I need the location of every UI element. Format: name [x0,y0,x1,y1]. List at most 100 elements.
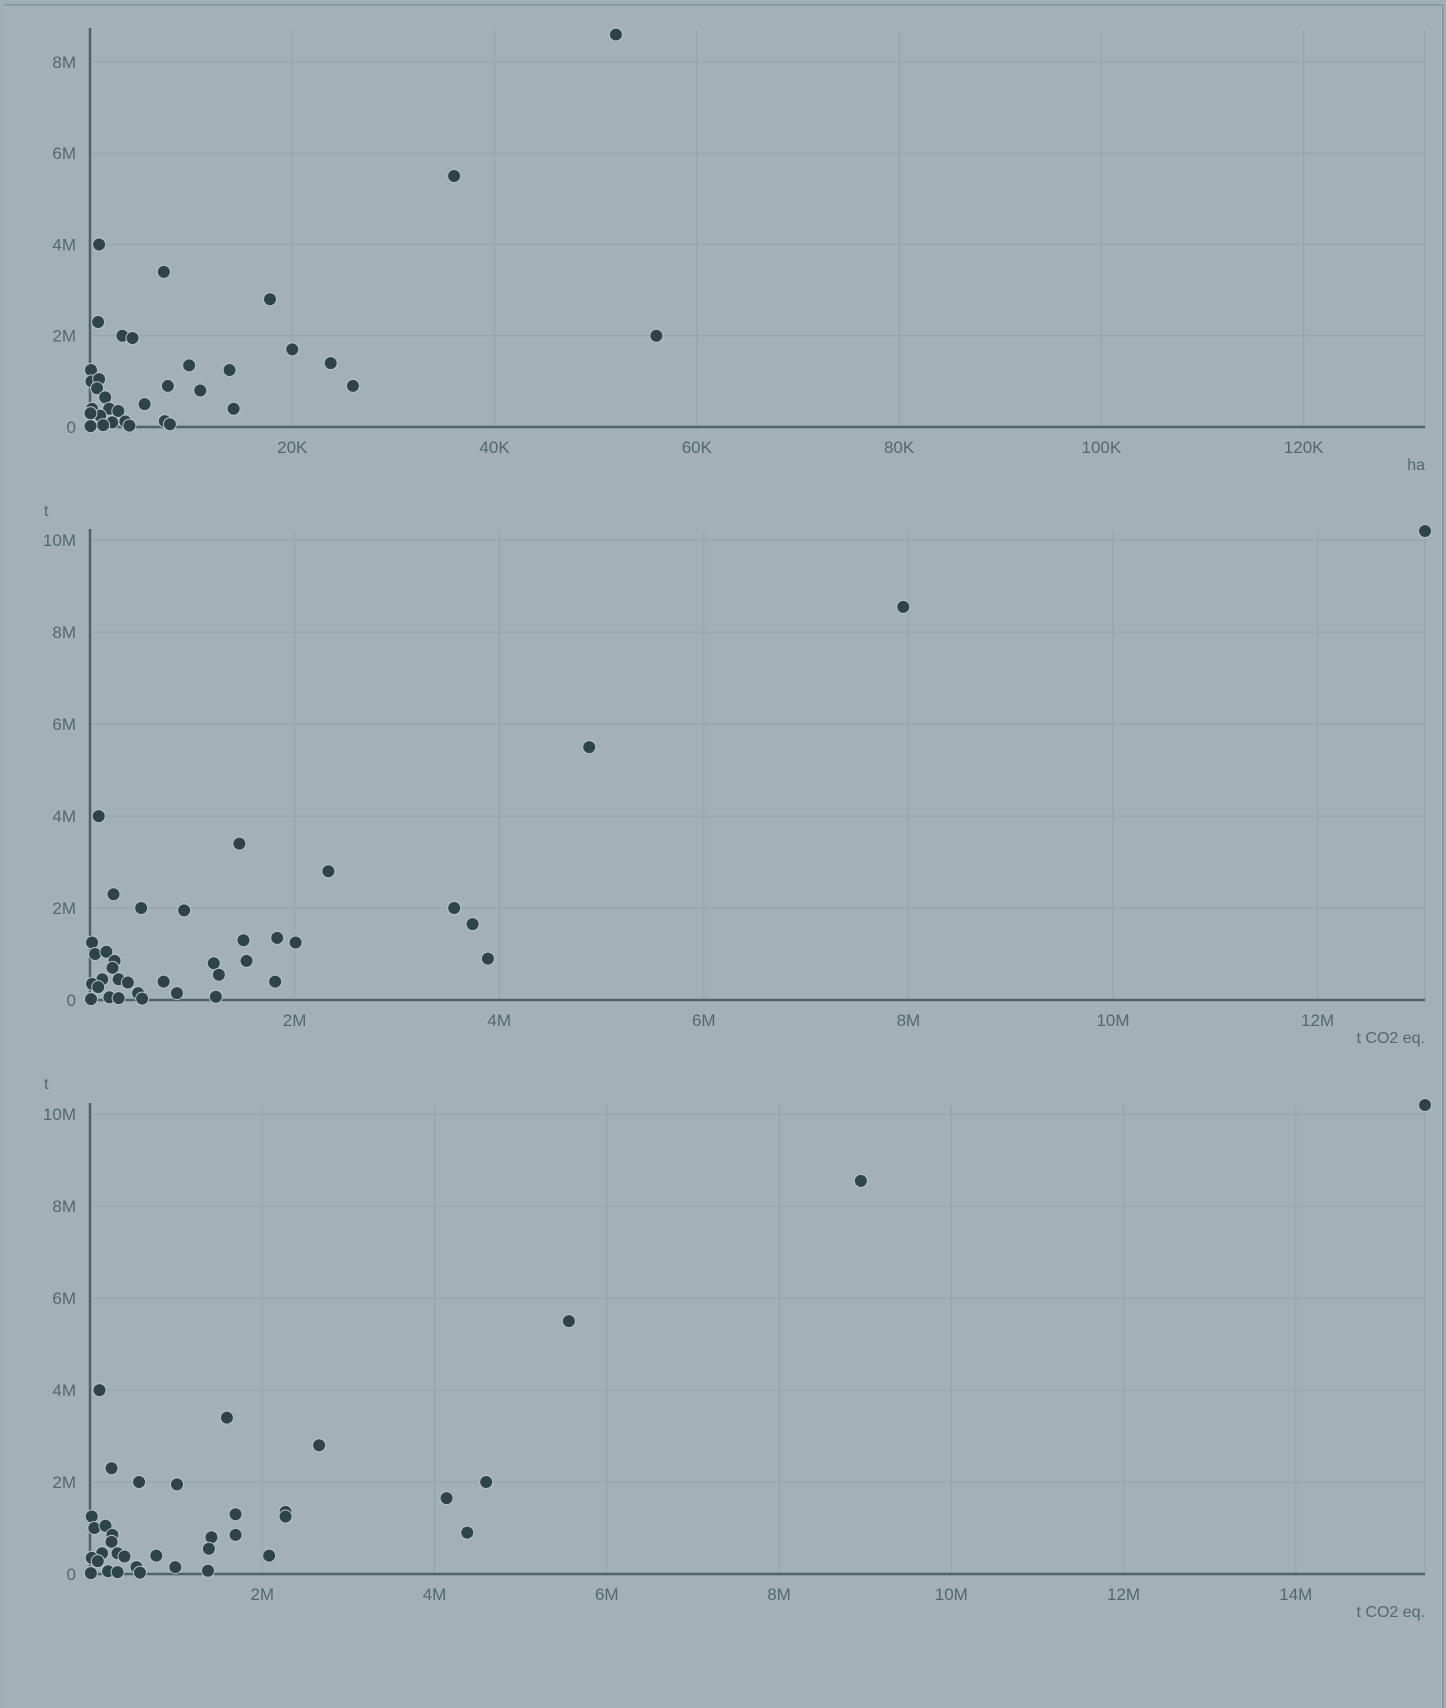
data-point[interactable] [263,1549,276,1562]
data-point[interactable] [88,1522,101,1535]
data-point[interactable] [84,420,97,433]
data-point[interactable] [84,1567,97,1580]
data-point[interactable] [163,418,176,431]
data-point[interactable] [93,238,106,251]
x-axis-unit-label: t CO2 eq. [1357,1030,1425,1047]
data-point[interactable] [897,600,910,613]
data-point[interactable] [324,357,337,370]
y-tick-label: 6M [52,144,76,163]
data-point[interactable] [466,918,479,931]
data-point[interactable] [205,1531,218,1544]
data-point[interactable] [105,1535,118,1548]
data-point[interactable] [854,1174,867,1187]
x-axis-unit-label: ha [1407,457,1425,474]
data-point[interactable] [91,1555,104,1568]
data-point[interactable] [135,902,148,915]
data-point[interactable] [118,1550,131,1563]
data-point[interactable] [170,1478,183,1491]
x-tick-label: 100K [1082,438,1122,457]
data-point[interactable] [448,902,461,915]
data-point[interactable] [107,888,120,901]
data-point[interactable] [97,419,110,432]
y-tick-label: 4M [52,807,76,826]
data-point[interactable] [89,948,102,961]
data-point[interactable] [85,1510,98,1523]
data-point[interactable] [223,363,236,376]
x-tick-label: 120K [1284,438,1324,457]
data-point[interactable] [157,975,170,988]
data-point[interactable] [201,1564,214,1577]
data-point[interactable] [289,936,302,949]
x-tick-label: 10M [1096,1011,1129,1030]
data-point[interactable] [609,28,622,41]
data-point[interactable] [86,936,99,949]
data-point[interactable] [212,968,225,981]
data-point[interactable] [92,981,105,994]
x-tick-label: 12M [1301,1011,1334,1030]
data-point[interactable] [93,1384,106,1397]
y-tick-label: 6M [52,1289,76,1308]
data-point[interactable] [111,1566,124,1579]
data-point[interactable] [105,1462,118,1475]
data-point[interactable] [269,975,282,988]
data-point[interactable] [650,329,663,342]
data-point[interactable] [313,1439,326,1452]
data-point[interactable] [161,379,174,392]
data-point[interactable] [583,741,596,754]
data-point[interactable] [150,1549,163,1562]
data-point[interactable] [138,398,151,411]
data-point[interactable] [227,402,240,415]
data-point[interactable] [170,987,183,1000]
data-point[interactable] [92,810,105,823]
data-point[interactable] [126,332,139,345]
data-point[interactable] [481,952,494,965]
data-point[interactable] [461,1526,474,1539]
data-point[interactable] [92,316,105,329]
data-point[interactable] [133,1476,146,1489]
data-point[interactable] [229,1528,242,1541]
data-point[interactable] [233,837,246,850]
data-point[interactable] [264,293,277,306]
data-point[interactable] [136,992,149,1005]
data-point[interactable] [133,1566,146,1579]
data-point[interactable] [271,931,284,944]
data-point[interactable] [562,1315,575,1328]
data-point[interactable] [279,1510,292,1523]
data-point[interactable] [448,170,461,183]
data-point[interactable] [106,961,119,974]
data-point[interactable] [322,865,335,878]
data-point[interactable] [220,1411,233,1424]
data-point[interactable] [112,992,125,1005]
x-tick-label: 12M [1107,1585,1140,1604]
chart-2: 2M 4M 6M 8M 10M 12M02M4M6M8M10Mt CO2 eq.t [43,503,1432,1047]
data-point[interactable] [194,384,207,397]
data-point[interactable] [121,976,134,989]
data-point[interactable] [480,1476,493,1489]
data-point[interactable] [123,419,136,432]
x-tick-label: 80K [884,438,915,457]
data-point[interactable] [440,1492,453,1505]
y-tick-label: 0 [67,991,76,1010]
data-point[interactable] [240,954,253,967]
data-point[interactable] [202,1542,215,1555]
data-point[interactable] [85,993,98,1006]
x-tick-label: 14M [1279,1585,1312,1604]
data-point[interactable] [237,934,250,947]
x-tick-label: 2M [250,1585,274,1604]
data-point[interactable] [169,1561,182,1574]
data-point[interactable] [286,343,299,356]
y-axis-unit-label: t [44,1076,49,1093]
data-point[interactable] [1419,525,1432,538]
data-point[interactable] [1419,1099,1432,1112]
data-point[interactable] [183,359,196,372]
chart-3: 2M 4M 6M 8M 10M 12M 14M02M4M6M8M10Mt CO2 eq.t [43,1076,1432,1621]
data-point[interactable] [84,407,97,420]
x-tick-label: 8M [897,1011,921,1030]
data-point[interactable] [229,1508,242,1521]
y-tick-label: 6M [52,715,76,734]
data-point[interactable] [178,904,191,917]
data-point[interactable] [209,990,222,1003]
data-point[interactable] [346,379,359,392]
data-point[interactable] [157,265,170,278]
